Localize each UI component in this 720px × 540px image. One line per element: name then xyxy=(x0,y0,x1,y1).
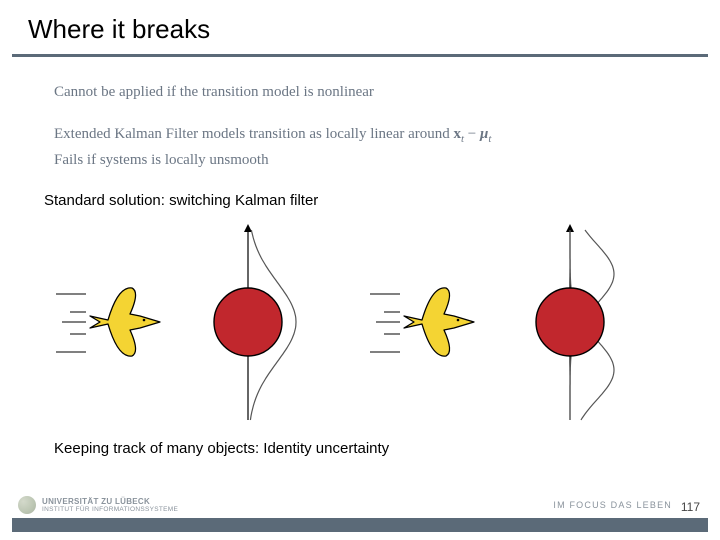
title-underline xyxy=(12,54,708,57)
slide: { "title": "Where it breaks", "para1": "… xyxy=(0,0,720,540)
diagram-area xyxy=(40,214,680,424)
math-minus: − xyxy=(464,126,480,142)
math-sub-t2: t xyxy=(488,133,491,145)
math-x: x xyxy=(454,126,462,142)
diagram-svg xyxy=(40,214,680,424)
body-text: Cannot be applied if the transition mode… xyxy=(54,80,680,172)
footer-uni-name: UNIVERSITÄT ZU LÜBECK xyxy=(42,497,178,506)
solution-label: Standard solution: switching Kalman filt… xyxy=(44,192,318,209)
ekf-txt-b: models transition as xyxy=(198,126,326,142)
identity-label: Keeping track of many objects: Identity … xyxy=(54,440,389,457)
paragraph-nonlinear: Cannot be applied if the transition mode… xyxy=(54,80,680,104)
paragraph-ekf: Extended Kalman Filter models transition… xyxy=(54,122,680,148)
footer-institute: INSTITUT FÜR INFORMATIONSSYSTEME xyxy=(42,506,178,513)
math-expr: xt − μt xyxy=(454,126,492,142)
footer-left: UNIVERSITÄT ZU LÜBECK INSTITUT FÜR INFOR… xyxy=(18,496,178,514)
ekf-locally-linear: locally linear xyxy=(326,126,405,142)
footer-left-text: UNIVERSITÄT ZU LÜBECK INSTITUT FÜR INFOR… xyxy=(42,497,178,513)
footer-right: IM FOCUS DAS LEBEN xyxy=(553,500,672,510)
ekf-txt-d: around xyxy=(404,126,453,142)
university-logo xyxy=(18,496,36,514)
footer-bar xyxy=(12,518,708,532)
page-number: 117 xyxy=(681,500,700,514)
slide-title: Where it breaks xyxy=(28,14,210,45)
paragraph-unsmooth: Fails if systems is locally unsmooth xyxy=(54,148,680,172)
ekf-name: Extended Kalman Filter xyxy=(54,126,198,142)
